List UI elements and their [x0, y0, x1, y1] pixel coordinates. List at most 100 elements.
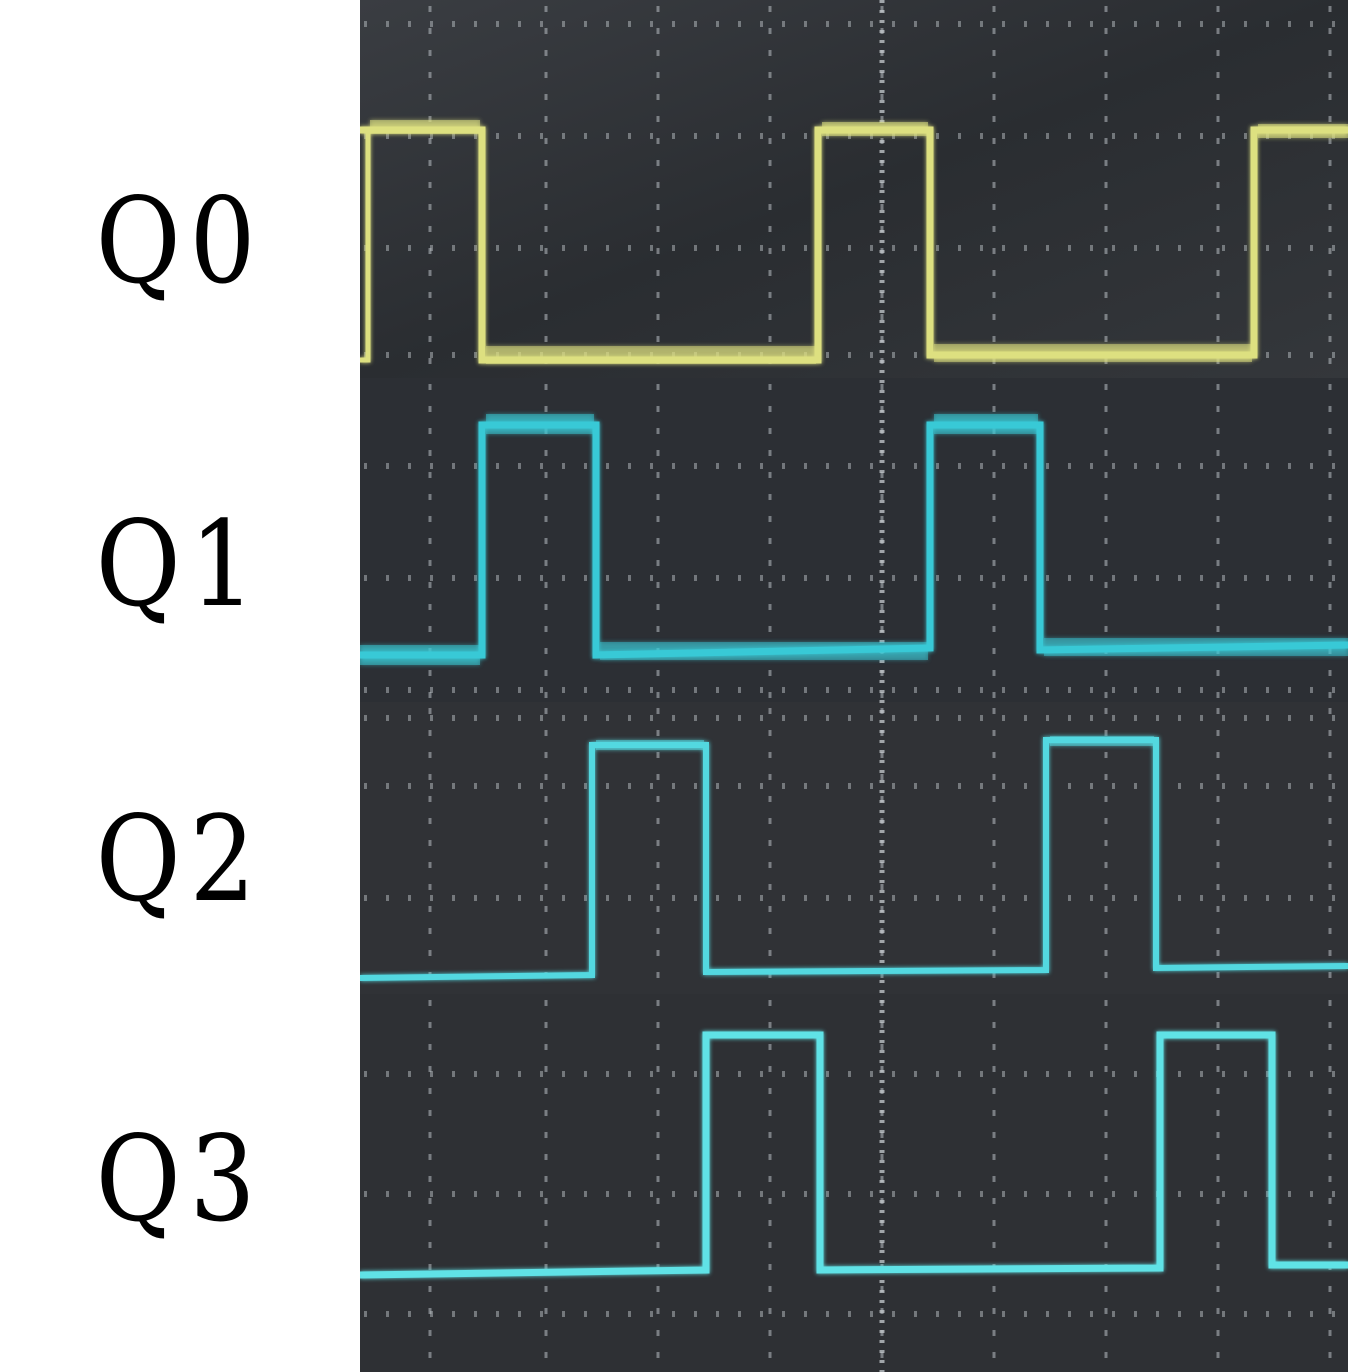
grid-dot [958, 715, 961, 721]
grid-dot [768, 1286, 772, 1292]
grid-dot [870, 245, 873, 251]
grid-dot [980, 245, 983, 251]
grid-dot [1104, 928, 1108, 934]
grid-dot [914, 783, 917, 789]
grid-dot [1156, 245, 1159, 251]
grid-dot [738, 1311, 741, 1317]
oscilloscope-screen [360, 0, 1348, 1372]
grid-dot [656, 94, 660, 100]
grid-dot [496, 1311, 499, 1317]
grid-dot [1222, 1311, 1225, 1317]
grid-dot [1332, 352, 1335, 358]
grid-dot [1328, 494, 1332, 500]
grid-dot [980, 133, 983, 139]
grid-dot [1068, 895, 1071, 901]
grid-dot [1328, 950, 1332, 956]
grid-dot [880, 972, 884, 978]
grid-dot [518, 133, 521, 139]
grid-dot [544, 818, 548, 824]
grid-dot [992, 692, 996, 698]
grid-dot [1068, 463, 1071, 469]
grid-dot [672, 575, 675, 581]
grid-dot [1024, 463, 1027, 469]
grid-dot [880, 626, 884, 632]
grid-dot [782, 715, 785, 721]
grid-dot [672, 463, 675, 469]
grid-dot [1104, 182, 1108, 188]
grid-dot [892, 245, 895, 251]
grid-dot [1134, 1311, 1137, 1317]
grid-dot [1024, 715, 1027, 721]
grid-dot [1178, 687, 1181, 693]
grid-dot [544, 1330, 548, 1336]
grid-dot [1104, 248, 1108, 254]
grid-dot [562, 715, 565, 721]
grid-dot [1244, 783, 1247, 789]
grid-dot [672, 1311, 675, 1317]
grid-dot [540, 133, 543, 139]
grid-dot [1104, 72, 1108, 78]
grid-dot [1216, 604, 1220, 610]
grid-dot [880, 796, 884, 802]
grid-dot [992, 818, 996, 824]
grid-dot [1104, 1352, 1108, 1358]
grid-dot [1266, 687, 1269, 693]
grid-dot [408, 1191, 411, 1197]
grid-dot [1216, 1154, 1220, 1160]
grid-dot [768, 50, 772, 56]
grid-dot [880, 472, 884, 478]
grid-dot [656, 818, 660, 824]
grid-dot [452, 21, 455, 27]
grid-dot [428, 796, 432, 802]
grid-dot [782, 895, 785, 901]
grid-dot [1310, 783, 1313, 789]
grid-dot [496, 133, 499, 139]
grid-dot [584, 715, 587, 721]
grid-dot [474, 715, 477, 721]
grid-dot [1266, 245, 1269, 251]
grid-dot [656, 428, 660, 434]
grid-dot [694, 687, 697, 693]
grid-dot [656, 336, 660, 342]
grid-dot [1310, 1191, 1313, 1197]
grid-dot [1216, 204, 1220, 210]
trace-q3 [360, 1031, 1348, 1279]
grid-dot [760, 895, 763, 901]
grid-dot [1328, 138, 1332, 144]
grid-dot [1332, 687, 1335, 693]
grid-dot [738, 783, 741, 789]
grid-dot [914, 1191, 917, 1197]
grid-dot [656, 406, 660, 412]
grid-dot [1104, 1176, 1108, 1182]
grid-dot [656, 138, 660, 144]
grid-dot [992, 538, 996, 544]
grid-dot [914, 687, 917, 693]
grid-dot [768, 226, 772, 232]
grid-dot [880, 226, 884, 232]
grid-dot [992, 516, 996, 522]
grid-dot [656, 950, 660, 956]
grid-dot [880, 292, 884, 298]
grid-dot [768, 1110, 772, 1116]
grid-dot [1112, 133, 1115, 139]
grid-dot [1328, 752, 1332, 758]
grid-dot [1328, 226, 1332, 232]
grid-dot [656, 1308, 660, 1314]
grid-dot [1046, 1071, 1049, 1077]
grid-dot [1134, 463, 1137, 469]
grid-dot [1200, 133, 1203, 139]
grid-dot [1328, 582, 1332, 588]
grid-dot [992, 670, 996, 676]
grid-dot [1328, 1220, 1332, 1226]
grid-dot [1310, 21, 1313, 27]
grid-dot [768, 840, 772, 846]
grid-dot [880, 314, 884, 320]
grid-dot [656, 50, 660, 56]
grid-dot [1134, 1191, 1137, 1197]
trace-q2-noise-1 [596, 740, 704, 750]
grid-dot [544, 248, 548, 254]
grid-dot [1112, 895, 1115, 901]
grid-dot [992, 884, 996, 890]
grid-dot [992, 248, 996, 254]
grid-dot [562, 1311, 565, 1317]
